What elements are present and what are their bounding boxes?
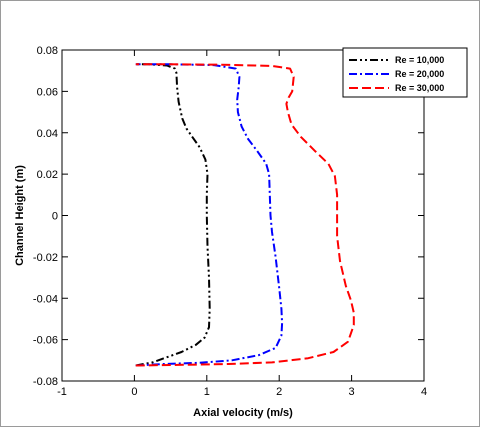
y-tick-label-8: 0.08 bbox=[37, 45, 58, 57]
y-tick-label-6: 0.04 bbox=[37, 128, 58, 140]
axis-tick-labels: -1 0 1 2 3 4 -0.08 -0.06 -0.04 -0.02 0 0.02 0.04 0.06… bbox=[33, 45, 427, 398]
legend-label-1: Re = 10,000 bbox=[395, 55, 444, 65]
legend-items: Re = 10,000 Re = 20,000 Re = 30,000 bbox=[349, 55, 444, 93]
plot-area bbox=[61, 49, 425, 382]
y-tick-label-5: 0.02 bbox=[37, 169, 58, 181]
legend-label-3: Re = 30,000 bbox=[395, 83, 444, 93]
y-tick-label-4: 0 bbox=[52, 211, 58, 223]
x-tick-label-2: 1 bbox=[204, 386, 210, 398]
series-layer bbox=[135, 63, 355, 367]
y-axis-title: Channel Height (m) bbox=[14, 165, 26, 266]
y-tick-label-2: -0.04 bbox=[33, 293, 58, 305]
y-tick-label-7: 0.06 bbox=[37, 86, 58, 98]
x-tick-label-1: 0 bbox=[131, 386, 137, 398]
legend: Re = 10,000 Re = 20,000 Re = 30,000 bbox=[342, 47, 468, 98]
x-tick-label-4: 3 bbox=[349, 386, 355, 398]
x-axis-title: Axial velocity (m/s) bbox=[193, 407, 293, 419]
legend-label-2: Re = 20,000 bbox=[395, 69, 444, 79]
series-line-1 bbox=[135, 63, 211, 367]
y-tick-label-0: -0.08 bbox=[33, 376, 58, 388]
series-line-2 bbox=[135, 63, 284, 367]
x-tick-label-5: 4 bbox=[421, 386, 427, 398]
x-tick-label-0: -1 bbox=[57, 386, 67, 398]
y-tick-label-3: -0.02 bbox=[33, 252, 58, 264]
y-tick-label-1: -0.06 bbox=[33, 335, 58, 347]
x-tick-label-3: 2 bbox=[276, 386, 282, 398]
